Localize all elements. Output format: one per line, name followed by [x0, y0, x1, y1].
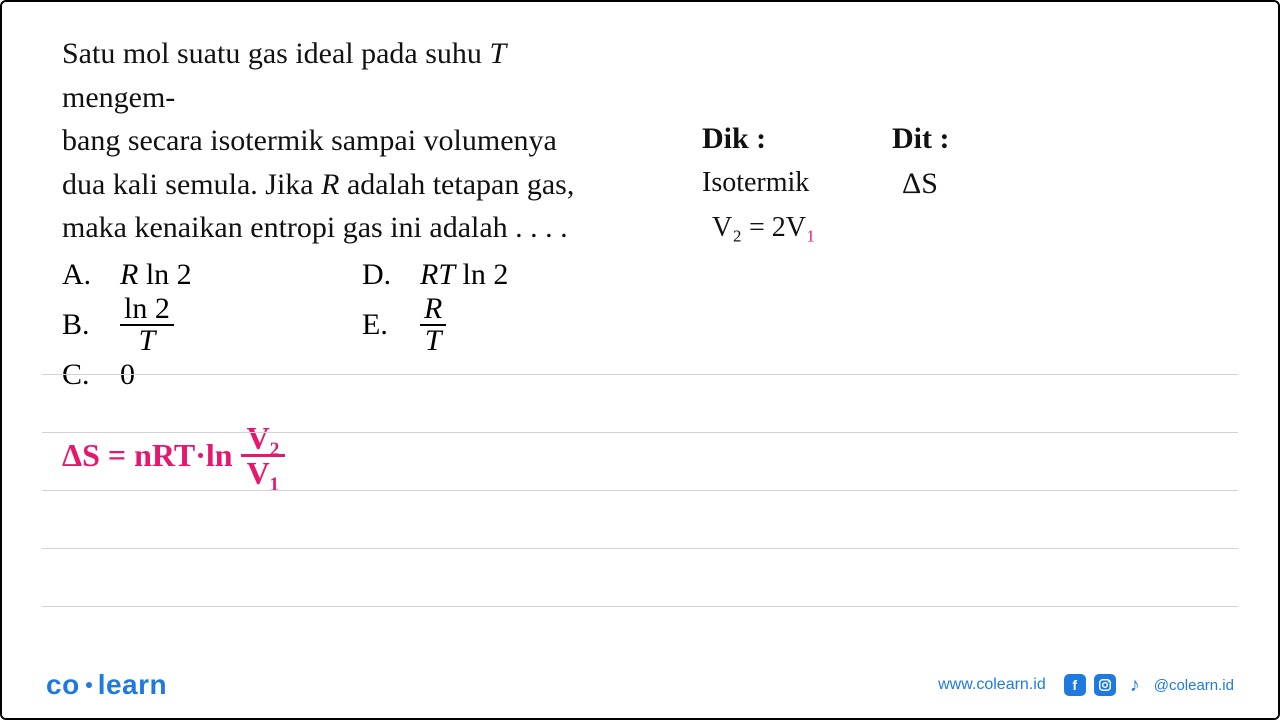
tiktok-icon: ♪: [1124, 674, 1146, 696]
ruled-line: [42, 606, 1238, 607]
option-E-fraction: R T: [420, 294, 446, 356]
handwriting-v2-sub: ₁: [806, 212, 816, 243]
question-line4: maka kenaikan entropi gas ini adalah . .…: [62, 211, 568, 244]
option-D-value: RT ln 2: [420, 258, 508, 292]
social-handle: @colearn.id: [1154, 677, 1234, 694]
question-R: R: [321, 168, 339, 201]
brand-left: co: [46, 669, 80, 700]
question-line1-post: mengem-: [62, 81, 175, 114]
option-D: D. RT ln 2: [362, 258, 622, 292]
option-B-num: ln 2: [120, 294, 174, 326]
footer-bar: colearn www.colearn.id f ♪ @colearn.id: [2, 652, 1278, 718]
instagram-icon: [1094, 674, 1116, 696]
ruled-line: [42, 490, 1238, 491]
handwriting-isotermik: Isotermik: [702, 167, 809, 199]
option-D-letter: D.: [362, 258, 402, 292]
pink-formula-num: V₂: [241, 422, 286, 457]
pink-formula-den: V₁: [241, 457, 286, 489]
option-E: E. R T: [362, 294, 622, 356]
option-A-value: R ln 2: [120, 258, 192, 292]
handwriting-deltaS: ΔS: [902, 167, 938, 201]
content-area: Satu mol suatu gas ideal pada suhu T men…: [62, 32, 1238, 392]
options-grid: A. R ln 2 D. RT ln 2 B. ln 2 T E. R T: [62, 258, 1238, 392]
option-B-fraction: ln 2 T: [120, 294, 174, 356]
handwriting-dit: Dit :: [892, 122, 949, 156]
brand-right: learn: [98, 669, 167, 700]
option-A-R: R: [120, 258, 138, 291]
option-A-rest: ln 2: [138, 258, 191, 291]
handwriting-v2-main: V₂ = 2V: [712, 212, 806, 243]
page-frame: Satu mol suatu gas ideal pada suhu T men…: [0, 0, 1280, 720]
option-D-rest: ln 2: [455, 258, 508, 291]
ruled-line: [42, 432, 1238, 433]
social-icons: f ♪ @colearn.id: [1064, 674, 1234, 696]
question-line3-post: adalah tetapan gas,: [339, 168, 574, 201]
question-T: T: [489, 37, 506, 70]
option-B: B. ln 2 T: [62, 294, 362, 356]
option-B-letter: B.: [62, 308, 102, 342]
option-E-letter: E.: [362, 308, 402, 342]
handwriting-dik: Dik :: [702, 122, 766, 156]
facebook-icon: f: [1064, 674, 1086, 696]
option-E-num: R: [420, 294, 446, 326]
option-B-den: T: [135, 326, 160, 356]
ruled-line: [42, 548, 1238, 549]
footer-right: www.colearn.id f ♪ @colearn.id: [938, 674, 1234, 696]
question-text: Satu mol suatu gas ideal pada suhu T men…: [62, 32, 622, 250]
ruled-line: [42, 374, 1238, 375]
option-D-RT: RT: [420, 258, 455, 291]
question-line3-pre: dua kali semula. Jika: [62, 168, 321, 201]
brand-logo: colearn: [46, 669, 167, 701]
handwriting-v2: V₂ = 2V₁: [712, 212, 816, 244]
option-E-den: T: [421, 326, 446, 356]
option-A-letter: A.: [62, 258, 102, 292]
footer-url: www.colearn.id: [938, 676, 1046, 694]
brand-dot-icon: [86, 682, 92, 688]
pink-formula-lhs: ΔS = nRT·ln: [62, 437, 233, 474]
question-line1-pre: Satu mol suatu gas ideal pada suhu: [62, 37, 489, 70]
option-A: A. R ln 2: [62, 258, 362, 292]
question-line2: bang secara isotermik sampai volumenya: [62, 124, 557, 157]
